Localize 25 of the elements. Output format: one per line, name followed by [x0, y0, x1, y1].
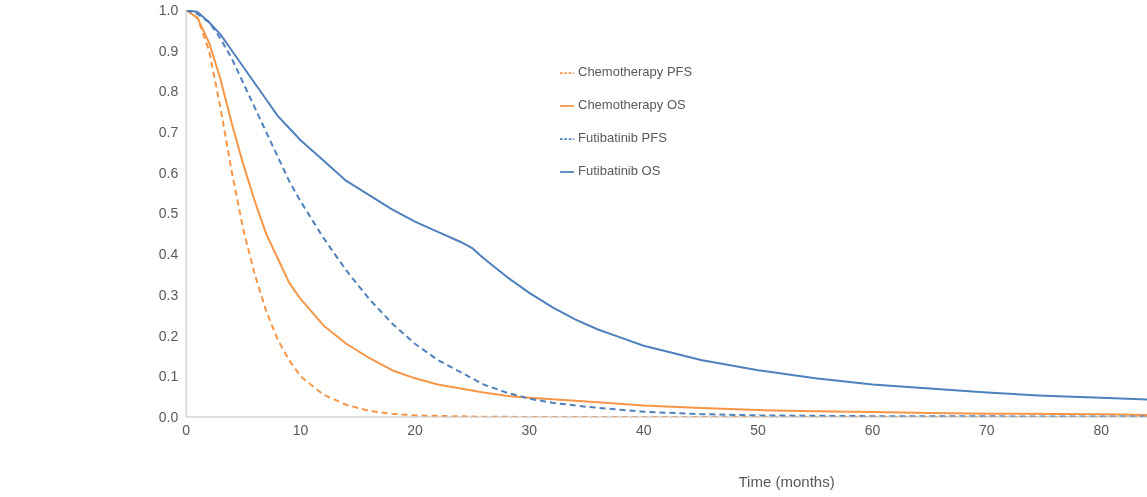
legend-label: Chemotherapy PFS	[578, 64, 693, 79]
y-tick-label: 0.3	[158, 286, 179, 303]
y-tick-label: 0.7	[158, 124, 179, 141]
x-tick-label: 30	[521, 421, 538, 438]
y-tick-label: 0.0	[158, 408, 179, 425]
x-axis-title: Time (months)	[738, 473, 835, 490]
legend-label: Futibatinib OS	[578, 163, 661, 178]
y-tick-label: 0.8	[158, 83, 179, 100]
x-tick-label: 60	[864, 421, 881, 438]
y-tick-label: 0.5	[158, 205, 179, 222]
y-tick-label: 0.9	[158, 42, 179, 59]
y-tick-label: 0.6	[158, 164, 179, 181]
legend-label: Futibatinib PFS	[578, 130, 667, 145]
y-tick-label: 1.0	[158, 1, 179, 18]
y-tick-label: 0.2	[158, 327, 179, 344]
x-tick-label: 0	[182, 421, 191, 438]
x-tick-label: 10	[292, 421, 309, 438]
x-tick-label: 50	[750, 421, 767, 438]
legend-label: Chemotherapy OS	[578, 97, 686, 112]
x-tick-label: 20	[407, 421, 423, 438]
y-tick-label: 0.4	[158, 246, 179, 263]
x-tick-label: 70	[979, 421, 995, 438]
y-tick-label: 0.1	[158, 368, 179, 385]
x-tick-label: 80	[1093, 421, 1110, 438]
x-tick-label: 40	[635, 421, 652, 438]
